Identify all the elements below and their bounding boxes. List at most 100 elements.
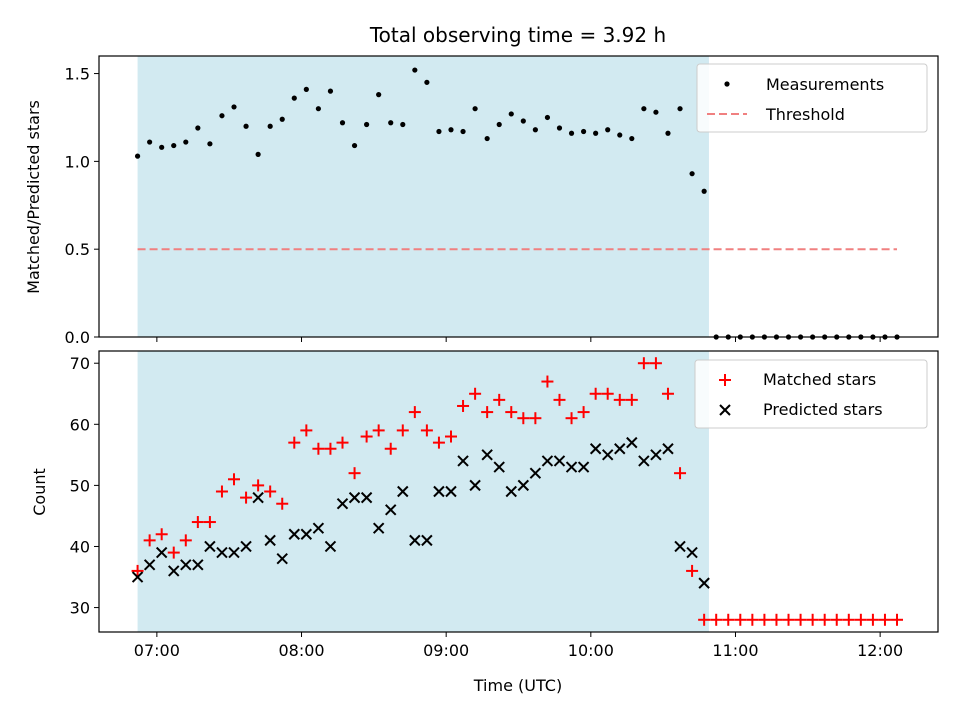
ratio-panel: 0.0 0.5 1.0 1.5 Matched/Predicted stars Mea… (24, 55, 939, 347)
matched-star-point (408, 406, 421, 419)
measurement-point (412, 67, 418, 73)
matched-star-point (396, 424, 409, 437)
matched-star-point (589, 387, 602, 400)
matched-star-point (444, 430, 457, 443)
matched-star-point (481, 406, 494, 419)
measurement-point (653, 109, 659, 115)
measurement-point (376, 92, 382, 98)
matched-star-point (686, 564, 699, 577)
matched-star-point (746, 613, 759, 626)
matched-star-point (348, 467, 361, 480)
matched-star-point (240, 491, 253, 504)
matched-star-point (842, 613, 855, 626)
predicted-star-point (517, 479, 530, 492)
predicted-star-point (626, 436, 638, 449)
matched-star-point (264, 485, 277, 498)
measurement-point (580, 128, 587, 135)
measurement-point (219, 113, 225, 119)
counts-panel: 07:00 08:00 09:00 10:00 11:00 12:00 30 40 50 60 70… (30, 350, 939, 695)
predicted-star-point (228, 546, 240, 559)
matched-star-point (625, 393, 638, 406)
predicted-star-point (445, 485, 457, 498)
predicted-star-point (336, 498, 349, 510)
predicted-star-point (505, 485, 517, 498)
ratio-legend: Measurements Threshold (696, 63, 928, 133)
y-tick-label: 0.0 (65, 328, 90, 347)
measurement-point (207, 141, 213, 147)
matched-star-point (565, 412, 578, 425)
predicted-star-point (457, 455, 469, 467)
matched-star-point (372, 424, 385, 437)
matched-star-point (866, 613, 879, 626)
measurements-legend-marker (724, 81, 730, 87)
predicted-star-point (650, 449, 662, 461)
predicted-star-point (553, 455, 566, 467)
measurement-point (400, 121, 406, 128)
measurement-point (159, 144, 165, 150)
measurement-point (424, 79, 430, 85)
predicted-star-point (409, 534, 421, 547)
measurement-point (665, 130, 671, 136)
matched-star-point (228, 473, 241, 486)
matched-star-point (420, 424, 433, 437)
y-tick-label: 60 (70, 415, 90, 434)
predicted-legend-marker (719, 404, 731, 416)
y-tick-label: 1.5 (65, 65, 90, 84)
matched-star-point (649, 357, 662, 370)
measurement-point (279, 116, 285, 122)
observing-window-shade (137, 351, 709, 632)
matched-star-point (191, 516, 204, 529)
matched-star-point (143, 534, 156, 547)
x-axis-label: Time (UTC) (473, 676, 562, 695)
measurement-point (267, 123, 273, 129)
matched-star-point (553, 393, 566, 406)
matched-star-point (179, 534, 192, 547)
matched-star-point (457, 399, 470, 412)
measurement-point (171, 142, 177, 149)
matched-star-point (613, 393, 626, 406)
x-tick-label: 11:00 (712, 641, 758, 660)
matched-star-point (493, 393, 506, 406)
measurements-legend-label: Measurements (766, 75, 884, 94)
measurement-point (351, 142, 358, 149)
matched-star-point (661, 387, 674, 400)
measurement-point (617, 132, 623, 138)
predicted-star-point (312, 522, 325, 534)
measurement-point (472, 106, 478, 112)
predicted-legend-label: Predicted stars (763, 400, 883, 419)
matched-star-point (794, 613, 807, 626)
measurement-point (568, 130, 575, 136)
predicted-star-point (288, 528, 300, 540)
measurement-point (508, 111, 514, 117)
observing-window-shade (137, 56, 709, 337)
counts-legend: Matched stars Predicted stars (694, 359, 928, 429)
measurement-point (303, 86, 309, 92)
matched-star-point (252, 479, 265, 492)
matched-star-point (155, 528, 168, 541)
measurement-point (556, 125, 563, 131)
predicted-star-point (638, 455, 650, 467)
matched-star-point (167, 546, 180, 559)
y-tick-label: 30 (70, 599, 90, 618)
predicted-star-point (589, 443, 602, 455)
predicted-star-point (433, 485, 445, 498)
measurement-point (593, 130, 599, 136)
ratio-legend-box (696, 63, 928, 133)
matched-star-point (432, 436, 445, 449)
counts-legend-box (694, 359, 928, 429)
matched-star-point (529, 412, 542, 425)
matched-star-point (830, 613, 843, 626)
counts-y-axis-label: Count (30, 468, 49, 516)
predicted-star-point (601, 449, 614, 461)
predicted-star-point (421, 534, 433, 547)
measurement-point (605, 127, 611, 133)
matched-star-point (215, 485, 228, 498)
matched-star-point (288, 436, 301, 449)
matched-star-point (300, 424, 313, 437)
matched-star-point (854, 613, 867, 626)
matched-star-point (722, 613, 735, 626)
predicted-star-point (264, 534, 276, 547)
predicted-star-point (614, 443, 626, 455)
measurement-point (496, 121, 502, 128)
predicted-star-point (143, 559, 156, 571)
